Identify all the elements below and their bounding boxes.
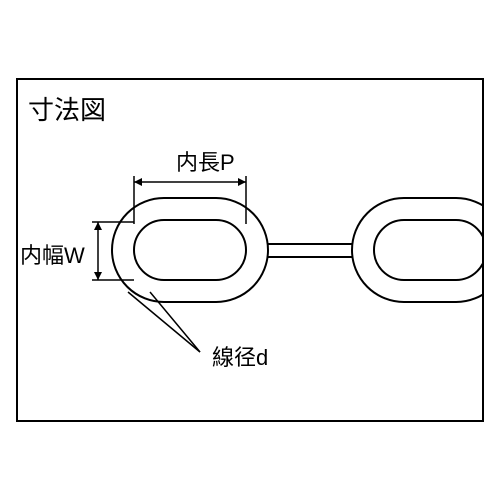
chain-diagram: [0, 0, 500, 500]
